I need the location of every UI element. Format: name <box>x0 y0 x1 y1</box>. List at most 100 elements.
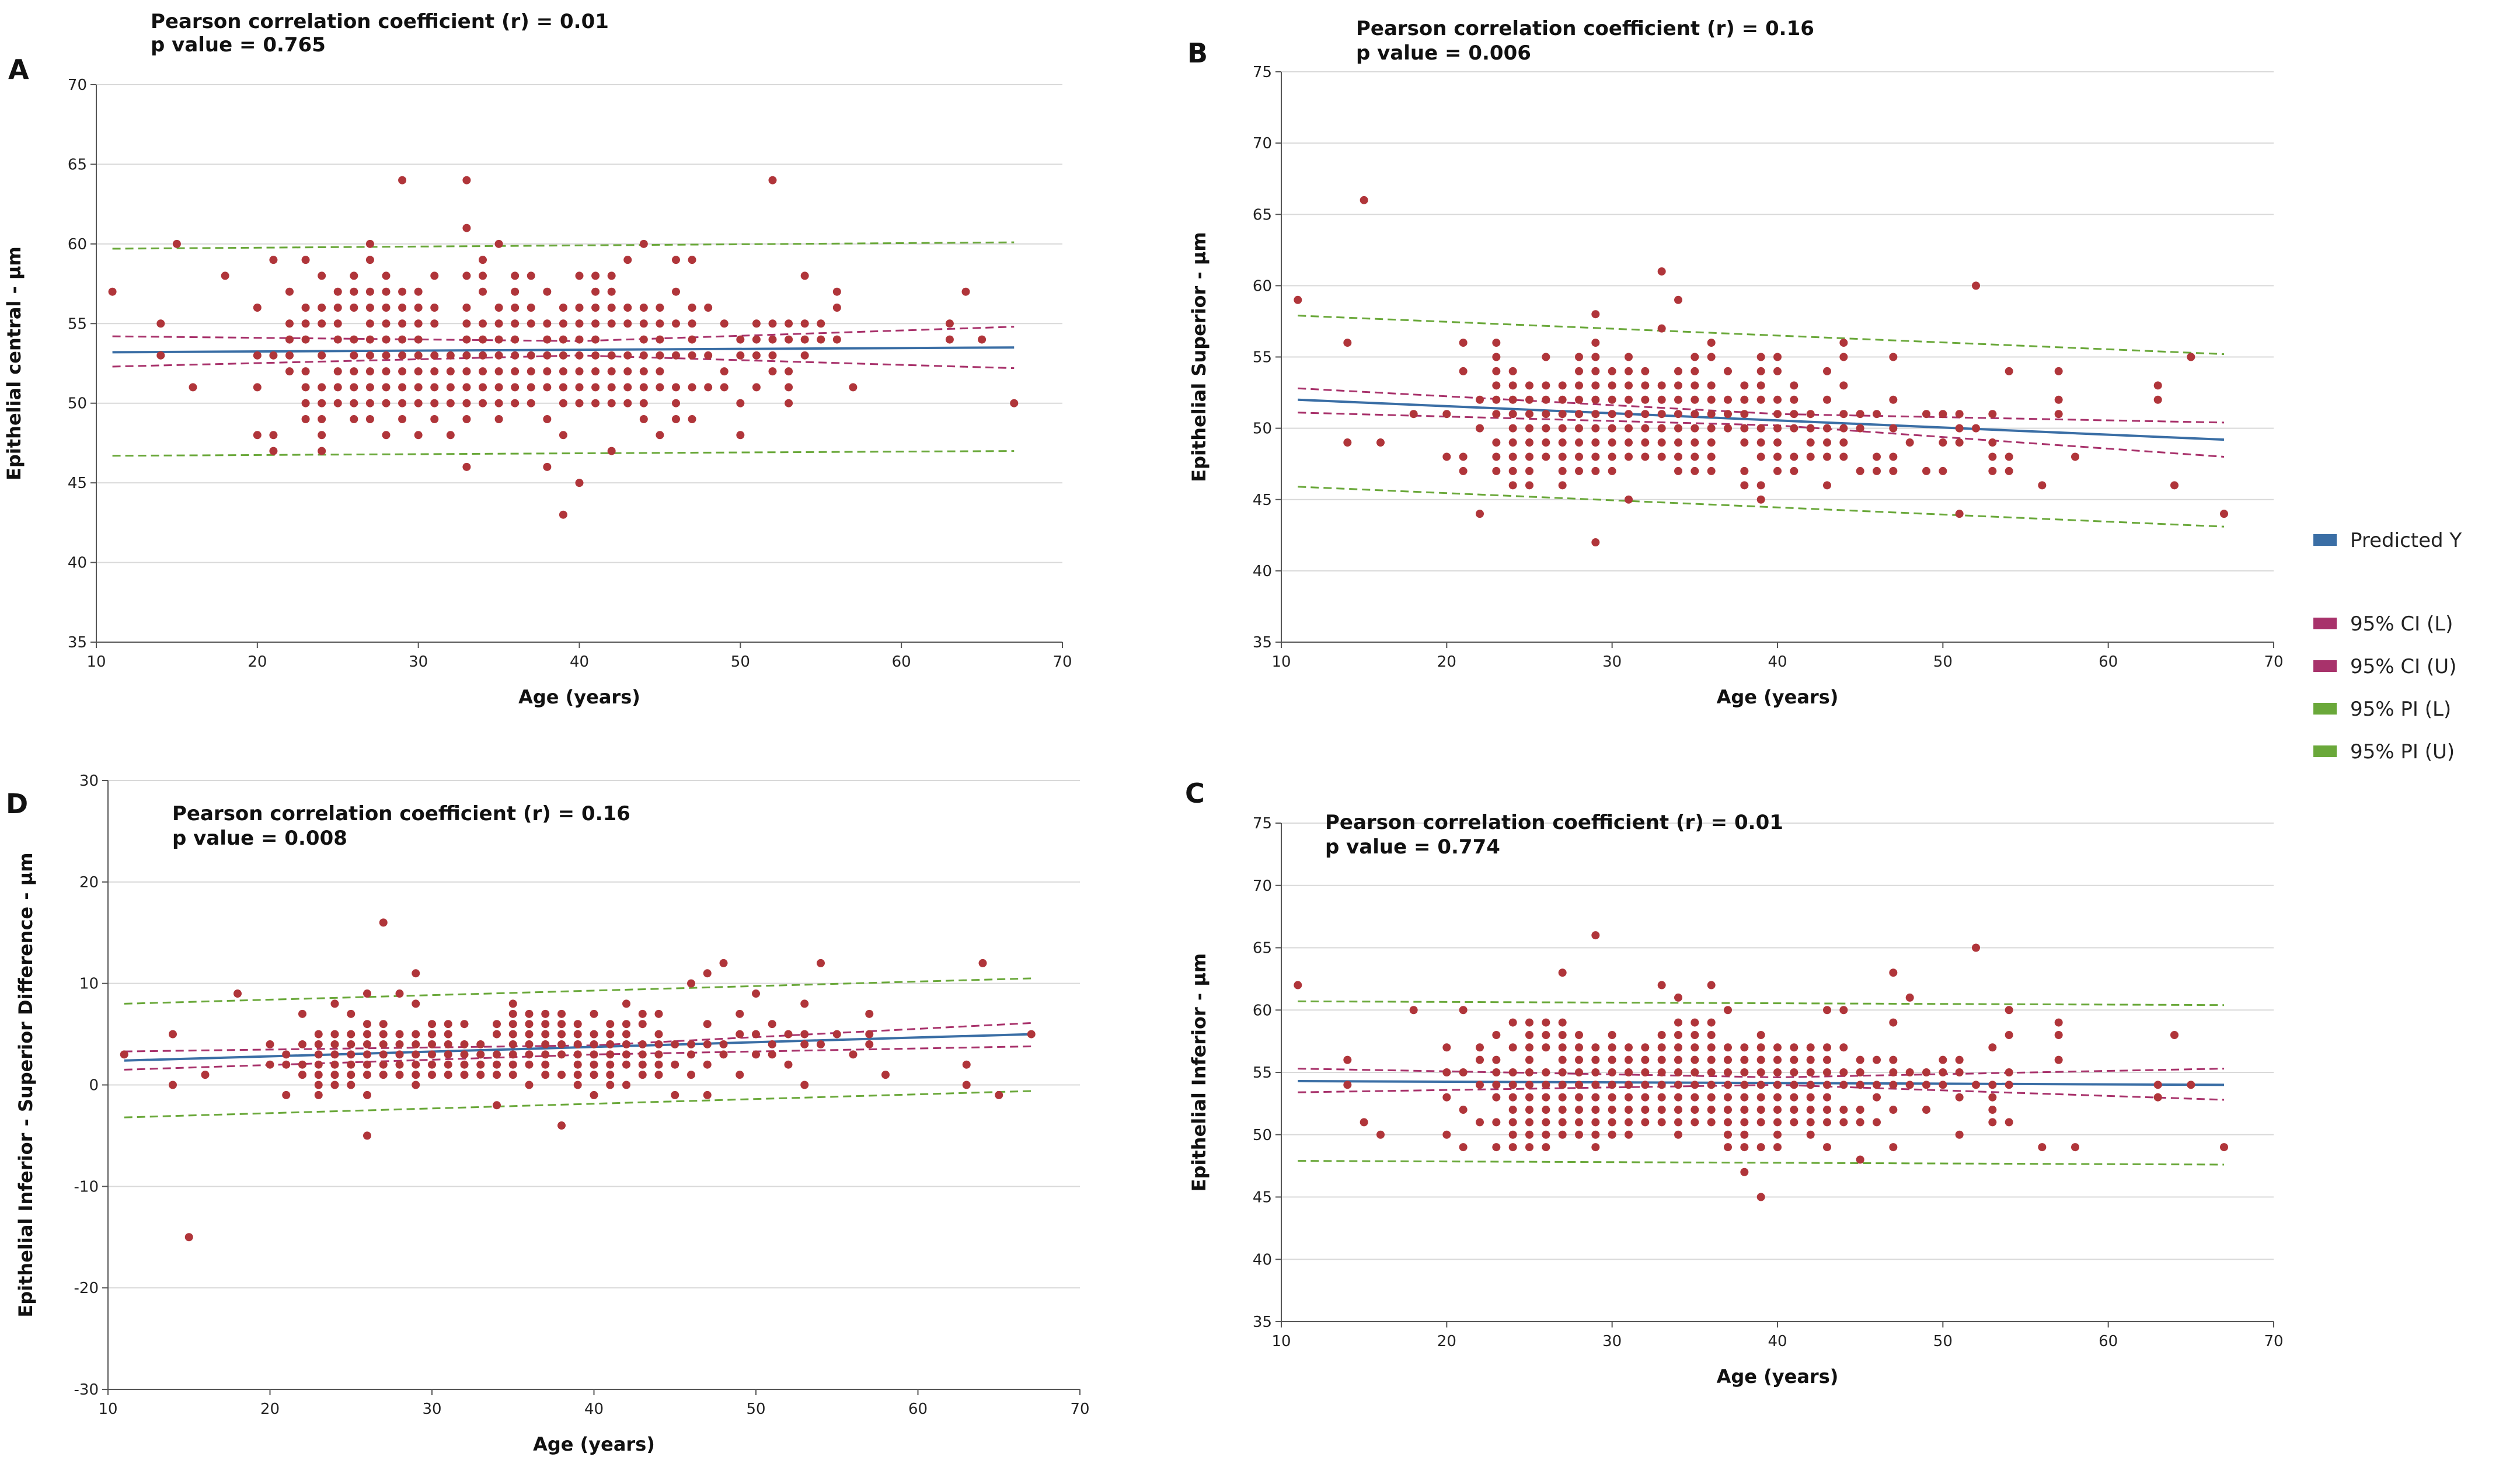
data-point <box>752 335 761 344</box>
data-point <box>446 383 455 392</box>
data-point <box>638 1020 647 1029</box>
data-point <box>1657 1068 1666 1076</box>
x-tick-label: 20 <box>1437 1333 1456 1350</box>
data-point <box>800 351 809 360</box>
data-point <box>1591 1118 1600 1127</box>
data-point <box>414 431 423 440</box>
data-point <box>298 1009 306 1018</box>
data-point <box>1806 1081 1815 1089</box>
data-point <box>800 1030 809 1039</box>
data-point <box>1657 981 1666 989</box>
data-point <box>1756 367 1765 375</box>
data-point <box>508 1030 517 1039</box>
data-point <box>1773 1055 1782 1064</box>
data-point <box>1575 1043 1583 1052</box>
data-point <box>1591 452 1600 461</box>
data-point <box>494 367 503 376</box>
data-point <box>704 351 713 360</box>
data-point <box>379 1060 388 1069</box>
data-point <box>672 383 680 392</box>
legend-label-ci-upper: 95% CI (U) <box>2350 655 2456 678</box>
data-point <box>269 351 278 360</box>
data-point <box>1575 1118 1583 1127</box>
data-point <box>1492 381 1501 390</box>
data-point <box>1575 466 1583 475</box>
data-point <box>1492 1068 1501 1076</box>
data-point <box>395 989 404 998</box>
y-tick-label: 30 <box>79 772 99 790</box>
data-point <box>1691 1018 1699 1027</box>
data-point <box>1525 1055 1533 1064</box>
data-point <box>1542 1093 1550 1102</box>
data-point <box>1740 1068 1749 1076</box>
data-point <box>1691 1118 1699 1127</box>
data-point <box>817 959 825 967</box>
data-point <box>962 1060 971 1069</box>
data-point <box>363 1131 371 1140</box>
data-point <box>573 1050 582 1059</box>
data-point <box>1955 1130 1964 1139</box>
data-point <box>671 1090 679 1099</box>
data-point <box>1641 1068 1650 1076</box>
data-point <box>1724 1118 1732 1127</box>
data-point <box>493 1020 501 1029</box>
data-point <box>1889 1055 1898 1064</box>
data-point <box>1988 410 1997 419</box>
data-point <box>444 1050 452 1059</box>
data-point <box>412 1071 420 1079</box>
data-point <box>672 256 680 264</box>
data-point <box>1740 1168 1749 1176</box>
data-point <box>1476 1081 1484 1089</box>
data-point <box>654 1040 663 1048</box>
data-point <box>590 1060 598 1069</box>
data-point <box>1591 1081 1600 1089</box>
data-point <box>1674 410 1682 419</box>
data-point <box>1641 1081 1650 1089</box>
data-point <box>430 319 439 328</box>
data-point <box>1558 1093 1567 1102</box>
data-point <box>508 1060 517 1069</box>
data-point <box>1542 353 1550 361</box>
data-point <box>1972 943 1980 952</box>
data-point <box>672 287 680 296</box>
data-point <box>736 1009 744 1018</box>
data-point <box>1773 1043 1782 1052</box>
data-point <box>1724 395 1732 404</box>
data-point <box>1823 395 1831 404</box>
data-point <box>1542 381 1550 390</box>
x-tick-label: 70 <box>1052 653 1072 671</box>
data-point <box>430 351 439 360</box>
data-point <box>800 1040 809 1048</box>
data-point <box>1641 1093 1650 1102</box>
data-point <box>1575 438 1583 447</box>
data-point <box>333 367 342 376</box>
data-point <box>462 351 471 360</box>
data-point <box>350 367 358 376</box>
data-point <box>1955 1055 1964 1064</box>
data-point <box>511 399 520 407</box>
data-point <box>1691 353 1699 361</box>
data-point <box>559 383 567 392</box>
data-point <box>736 1071 744 1079</box>
data-point <box>1525 452 1533 461</box>
data-point <box>1823 438 1831 447</box>
data-point <box>543 287 552 296</box>
data-point <box>1476 510 1484 518</box>
data-point <box>1873 1055 1881 1064</box>
data-point <box>1856 410 1864 419</box>
data-point <box>428 1050 436 1059</box>
data-point <box>591 351 600 360</box>
data-point <box>1492 1055 1501 1064</box>
y-tick-label: -10 <box>74 1178 99 1196</box>
data-point <box>494 335 503 344</box>
data-point <box>1492 395 1501 404</box>
data-point <box>201 1071 210 1079</box>
data-point <box>1591 438 1600 447</box>
data-point <box>1773 353 1782 361</box>
data-point <box>2005 1030 2013 1039</box>
data-point <box>350 415 358 423</box>
data-point <box>1525 1068 1533 1076</box>
y-tick-label: 0 <box>89 1077 99 1095</box>
data-point <box>412 1040 420 1048</box>
y-tick-label: 50 <box>1253 420 1272 438</box>
